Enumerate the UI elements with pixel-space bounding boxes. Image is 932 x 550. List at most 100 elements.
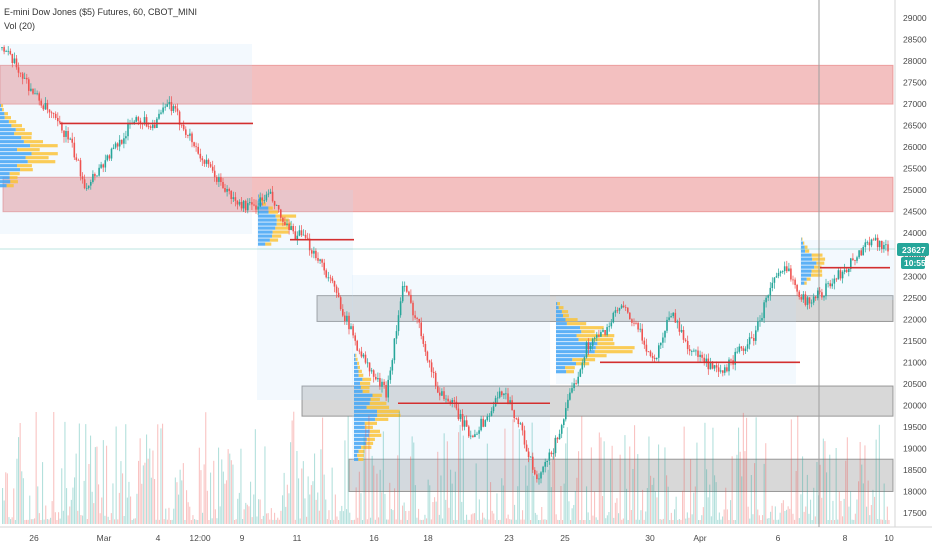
volume-bar — [166, 519, 168, 524]
volume-bar — [8, 517, 10, 524]
candle-body — [744, 348, 747, 351]
volume-bar — [758, 515, 760, 524]
candle-body — [255, 205, 257, 210]
candle-body — [783, 266, 786, 272]
volume-bar — [622, 518, 624, 524]
volume-bar — [640, 510, 642, 524]
candle-body — [730, 359, 732, 361]
candle-body — [127, 123, 129, 137]
profile-bar-up — [0, 104, 1, 108]
profile-bar-up — [258, 234, 273, 238]
profile-bar-down — [576, 334, 615, 338]
volume-bar — [230, 460, 232, 524]
volume-bar — [699, 520, 701, 524]
volume-bar — [378, 517, 380, 524]
candle-body — [748, 337, 751, 345]
profile-bar-down — [4, 112, 8, 116]
volume-bar — [811, 520, 813, 524]
volume-bar — [34, 518, 36, 524]
last-price-badge: 23627 — [897, 243, 929, 256]
profile-bar-up — [354, 449, 359, 453]
time-tick-label: 30 — [645, 533, 655, 543]
candle-body — [32, 88, 34, 94]
candle-body — [52, 113, 55, 114]
volume-bar — [666, 475, 668, 524]
profile-bar-down — [594, 350, 633, 354]
profile-bar-up — [354, 405, 367, 409]
candle-body — [213, 170, 216, 178]
candle-body — [3, 47, 5, 52]
candle-body — [509, 400, 511, 404]
candle-body — [335, 286, 338, 293]
volume-bar — [866, 506, 868, 524]
candle-body — [664, 330, 666, 338]
candle-body — [755, 330, 757, 341]
volume-bar — [339, 511, 341, 524]
volume-bar — [40, 520, 42, 524]
volume-bar — [798, 518, 800, 524]
volume-indicator-label[interactable]: Vol (20) — [4, 21, 36, 31]
candle-body — [408, 291, 410, 295]
profile-bar-up — [0, 172, 10, 176]
volume-bar — [661, 519, 663, 524]
volume-bar — [354, 519, 356, 524]
candle-body — [220, 177, 222, 182]
profile-bar-up — [0, 108, 3, 112]
profile-bar-down — [23, 140, 43, 144]
candle-body — [556, 437, 559, 440]
resistance-zone[interactable] — [0, 64, 894, 105]
volume-bar — [544, 519, 546, 524]
candle-body — [622, 305, 625, 307]
profile-bar-down — [360, 381, 371, 385]
candle-body — [655, 357, 658, 359]
symbol-title[interactable]: E-mini Dow Jones ($5) Futures, 60, CBOT_… — [4, 7, 198, 17]
candle-body — [277, 205, 280, 210]
volume-bar — [288, 493, 290, 524]
volume-bar — [320, 449, 322, 524]
volume-bar — [186, 490, 188, 524]
time-tick-label: 23 — [504, 533, 514, 543]
candle-body — [633, 322, 635, 324]
volume-bar — [146, 434, 148, 524]
volume-bar — [232, 464, 234, 524]
candle-body — [643, 340, 646, 345]
volume-bar — [360, 493, 362, 524]
volume-bar — [509, 519, 511, 524]
volume-bar — [168, 507, 170, 524]
candle-body — [247, 203, 249, 211]
volume-bar — [482, 512, 484, 524]
support-zone[interactable] — [348, 458, 894, 492]
price-tick-label: 25500 — [903, 164, 927, 174]
profile-bar-up — [0, 140, 24, 144]
volume-bar — [819, 464, 821, 524]
candle-body — [17, 67, 20, 73]
support-zone[interactable] — [301, 385, 894, 417]
price-tick-label: 19000 — [903, 443, 927, 453]
candle-body — [878, 241, 881, 248]
candle-body — [447, 398, 449, 402]
profile-bar-up — [556, 346, 596, 350]
volume-bar — [562, 520, 564, 524]
candle-body — [121, 139, 123, 144]
candle-body — [591, 338, 594, 346]
volume-bar — [237, 498, 239, 524]
resistance-zone[interactable] — [2, 176, 894, 213]
volume-bar — [770, 511, 772, 524]
volume-bar — [189, 506, 191, 524]
candle-body — [494, 398, 497, 407]
profile-bar-down — [803, 241, 805, 245]
time-axis[interactable]: 26 Mar 4 12:00 9 11 16 18 23 25 30 Apr 6 8 10 — [29, 533, 894, 543]
volume-bar — [371, 455, 373, 524]
candle-body — [211, 166, 214, 171]
candle-body — [15, 58, 18, 68]
volume-bar — [742, 412, 744, 524]
volume-bar — [805, 506, 807, 524]
profile-bar-down — [25, 156, 49, 160]
candle-body — [862, 247, 864, 256]
profile-bar-up — [801, 281, 805, 285]
price-tick-label: 19500 — [903, 422, 927, 432]
candle-body — [57, 118, 59, 122]
volume-bar — [515, 519, 517, 524]
candle-body — [651, 356, 654, 358]
